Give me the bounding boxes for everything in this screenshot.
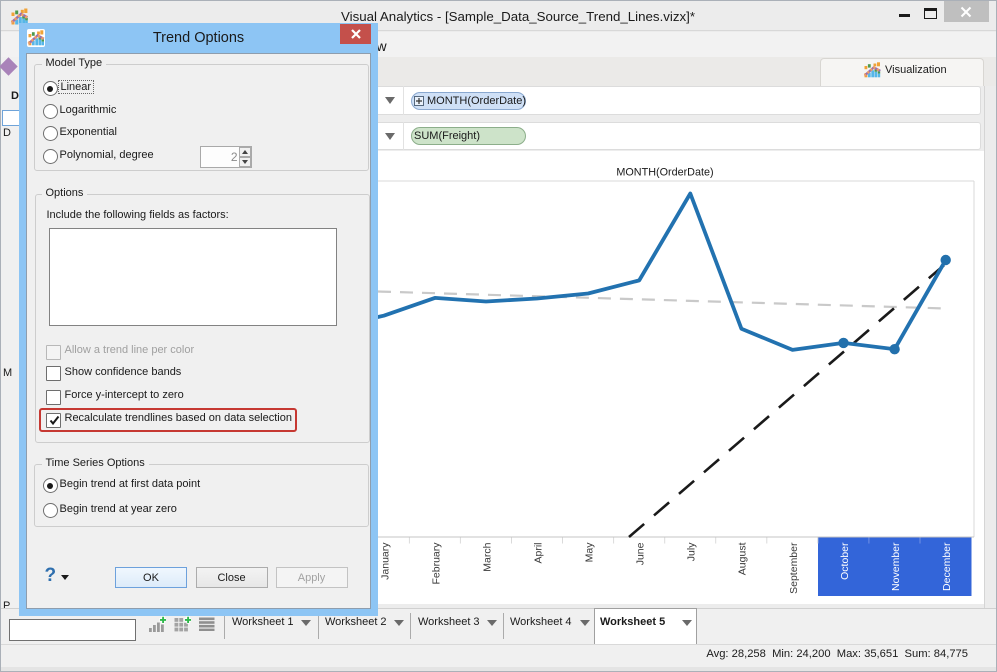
svg-text:February: February bbox=[430, 542, 442, 585]
svg-text:January: January bbox=[379, 542, 391, 580]
svg-text:March: March bbox=[481, 542, 493, 571]
svg-text:May: May bbox=[584, 542, 596, 563]
svg-text:June: June bbox=[635, 542, 647, 565]
svg-text:October: October bbox=[839, 542, 851, 580]
svg-text:September: September bbox=[788, 542, 800, 594]
svg-text:November: November bbox=[890, 542, 902, 591]
svg-text:July: July bbox=[686, 542, 698, 561]
svg-text:April: April bbox=[533, 543, 545, 564]
svg-text:August: August bbox=[737, 542, 749, 575]
svg-text:MONTH(OrderDate): MONTH(OrderDate) bbox=[616, 167, 713, 179]
svg-text:December: December bbox=[941, 542, 953, 591]
